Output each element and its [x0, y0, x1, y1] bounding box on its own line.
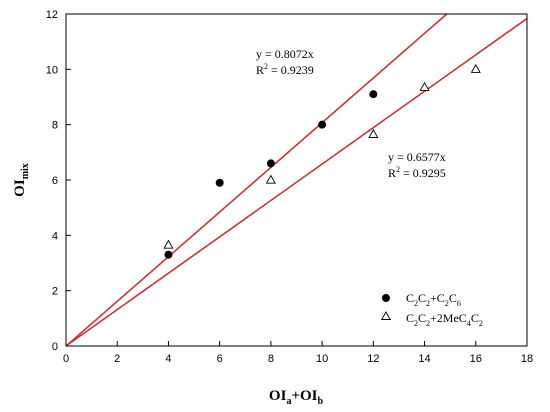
y-axis-title: OImix — [12, 163, 31, 197]
x-tick-label: 12 — [367, 353, 379, 365]
y-tick-label: 2 — [52, 286, 58, 298]
legend-label-series-1: C2C2+C2C6 — [406, 291, 461, 308]
y-tick-label: 0 — [52, 341, 58, 353]
x-tick-label: 18 — [521, 353, 533, 365]
x-tick-label: 16 — [470, 353, 482, 365]
y-tick-label: 4 — [52, 230, 58, 242]
fit-equation-1: y = 0.8072x — [256, 47, 314, 61]
fit-line-1 — [66, 14, 448, 346]
data-points — [163, 63, 481, 259]
data-point-series-1 — [164, 250, 173, 259]
x-tick-label: 14 — [418, 353, 430, 365]
axis-ticks: 0 2 4 6 8 10 12 14 16 18 0 2 4 6 8 10 12 — [46, 9, 533, 365]
x-tick-label: 6 — [217, 353, 223, 365]
legend-marker-series-2 — [380, 311, 392, 320]
y-tick-label: 10 — [46, 64, 58, 76]
data-point-series-2 — [265, 174, 276, 184]
data-point-series-1 — [215, 178, 224, 187]
y-tick-label: 6 — [52, 175, 58, 187]
data-point-series-2 — [163, 239, 174, 249]
data-point-series-2 — [470, 63, 481, 73]
fit-r2-1: R2 = 0.9239 — [256, 62, 314, 77]
data-point-series-2 — [368, 128, 379, 138]
y-tick-label: 8 — [52, 120, 58, 132]
fit-lines — [66, 14, 527, 346]
fit-annotation-2: y = 0.6577x R2 = 0.9295 — [388, 150, 446, 180]
legend: C2C2+C2C6 C2C2+2MeC4C2 — [380, 291, 483, 328]
fit-annotation-1: y = 0.8072x R2 = 0.9239 — [256, 47, 314, 77]
fit-r2-2: R2 = 0.9295 — [388, 165, 446, 180]
x-tick-label: 10 — [316, 353, 328, 365]
data-point-series-1 — [318, 120, 327, 129]
data-point-series-1 — [369, 90, 378, 99]
x-tick-label: 8 — [268, 353, 274, 365]
x-tick-label: 4 — [165, 353, 171, 365]
data-point-series-2 — [419, 81, 430, 91]
x-tick-label: 0 — [63, 353, 69, 365]
x-axis-title: OIa+OIb — [269, 388, 324, 407]
fit-line-2 — [66, 17, 527, 346]
y-tick-label: 12 — [46, 9, 58, 21]
legend-marker-series-1 — [382, 294, 390, 302]
x-tick-label: 2 — [114, 353, 120, 365]
fit-equation-2: y = 0.6577x — [388, 150, 446, 164]
legend-label-series-2: C2C2+2MeC4C2 — [406, 311, 483, 328]
data-point-series-1 — [266, 159, 275, 168]
